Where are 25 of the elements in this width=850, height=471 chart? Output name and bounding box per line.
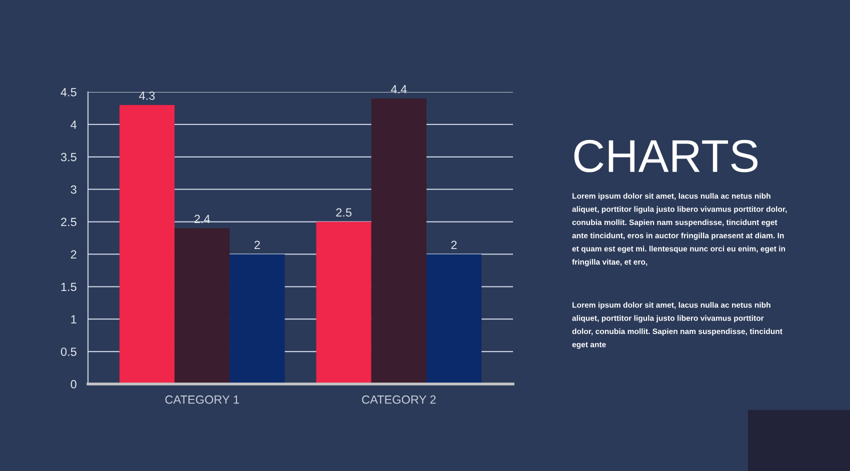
y-tick-label: 1 [71,315,76,324]
y-tick-label: 4.5 [60,88,76,96]
y-tick-label: 3 [70,185,76,194]
data-label: 4.4 [390,85,407,94]
x-tick-label: CATEGORY 1 [165,395,239,404]
y-tick-label: 0.5 [60,348,76,356]
y-tick-label: 3.5 [60,152,76,162]
bar [316,222,372,384]
data-label: 2 [254,240,260,249]
data-label: 2.5 [336,208,352,217]
y-tick-label: 4 [70,120,77,129]
bar [119,104,175,384]
bar [426,254,482,384]
bar [371,98,426,384]
y-tick-label: 2.5 [61,218,76,226]
data-label: 2.4 [194,214,210,224]
y-tick-label: 2 [70,250,76,258]
data-label: 2 [451,240,457,249]
bar [230,254,285,384]
x-tick-label: CATEGORY 2 [362,395,436,404]
data-label: 4.3 [139,92,155,100]
y-tick-label: 0 [70,380,76,388]
text: CHARTS [574,140,758,172]
bar [174,228,230,384]
y-tick-label: 1.5 [61,282,76,292]
